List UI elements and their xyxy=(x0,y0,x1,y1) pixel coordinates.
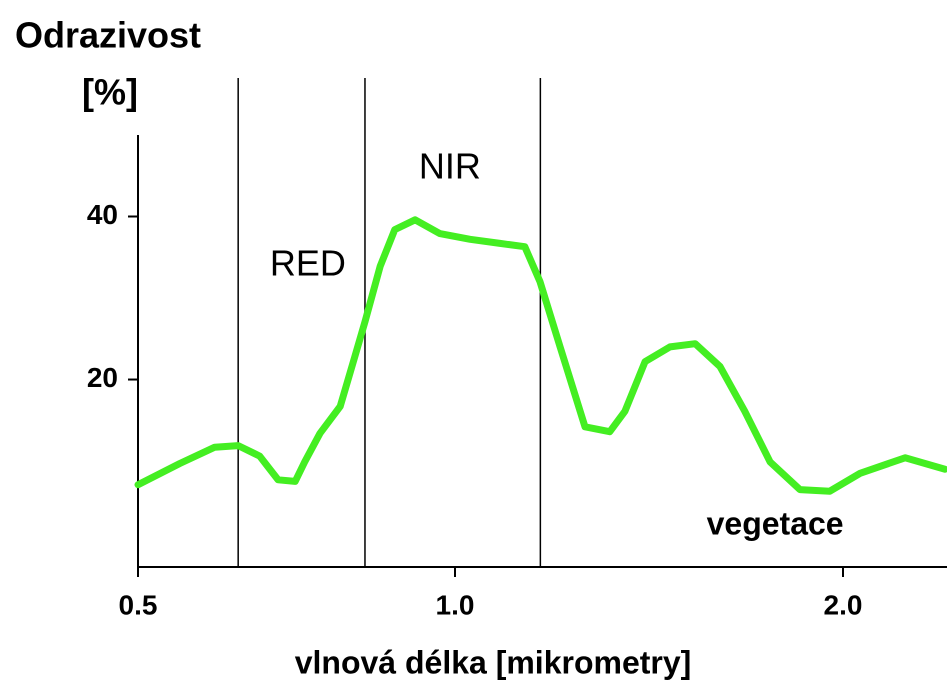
band-label: RED xyxy=(270,243,346,284)
x-tick-label: 2.0 xyxy=(824,589,863,620)
x-tick-label: 1.0 xyxy=(436,589,475,620)
y-tick-label: 20 xyxy=(87,362,118,393)
y-axis-unit: [%] xyxy=(82,72,138,113)
y-axis-label: Odrazivost xyxy=(15,15,201,56)
y-tick-label: 40 xyxy=(87,199,118,230)
series-label: vegetace xyxy=(707,506,844,542)
x-tick-label: 0.5 xyxy=(119,589,158,620)
band-label: NIR xyxy=(419,146,481,187)
x-axis-label: vlnová délka [mikrometry] xyxy=(295,644,692,680)
series-line xyxy=(134,216,947,495)
